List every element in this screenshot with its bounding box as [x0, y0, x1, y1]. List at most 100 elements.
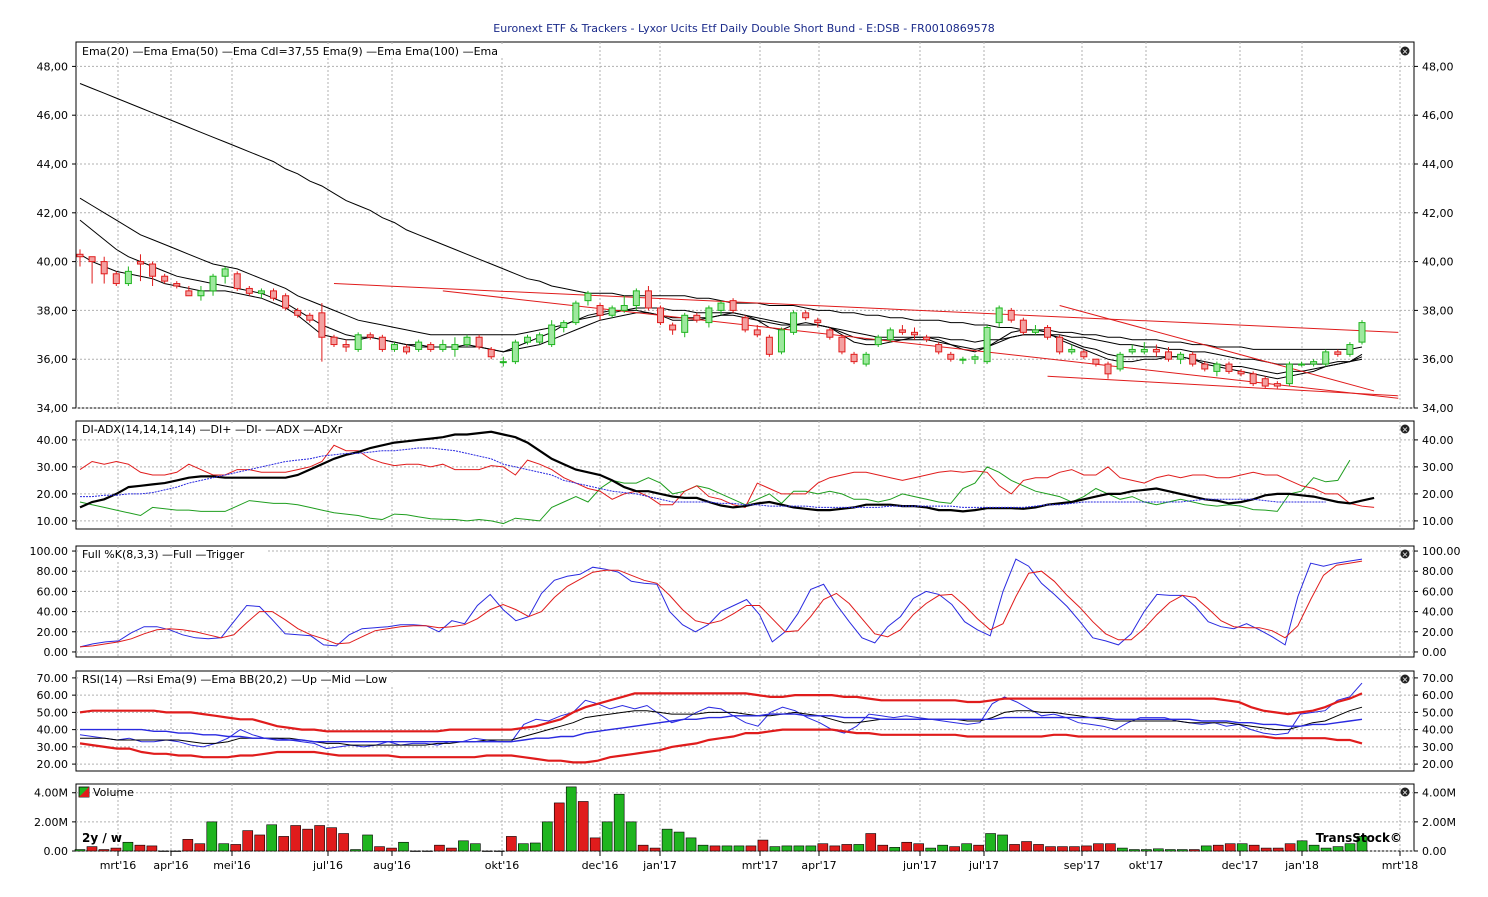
adx-close-button[interactable]: × [1400, 424, 1410, 435]
candle-body [983, 326, 991, 363]
volume-bar [1081, 845, 1092, 852]
x-tick-label: mrt'16 [100, 859, 137, 872]
candle-body [221, 268, 229, 277]
candle [1189, 351, 1197, 367]
volume-bar [793, 845, 805, 852]
y-tick-label-left: 70.00 [37, 672, 69, 685]
candle-body [898, 329, 906, 333]
candle [499, 356, 507, 367]
candle-body [971, 356, 979, 360]
volume-bar [266, 824, 278, 852]
series-adx [79, 430, 1375, 513]
volume-bar [242, 830, 254, 852]
volume-bar [194, 843, 206, 852]
series-mid [80, 713, 1363, 743]
candle [185, 286, 193, 297]
candle [1031, 325, 1039, 335]
candle-body [753, 329, 761, 336]
volume-bar [254, 834, 266, 852]
volume-bar [434, 844, 445, 852]
candle [971, 354, 979, 365]
close-icon: × [1402, 425, 1409, 434]
y-tick-label-left: 20.00 [37, 758, 69, 771]
candle-body [802, 312, 810, 319]
candle-body [1310, 361, 1318, 365]
volume-bar [673, 831, 685, 852]
candle-body [270, 290, 278, 299]
volume-bar [1129, 849, 1140, 852]
candle [88, 256, 96, 284]
volume-bar [1272, 847, 1284, 852]
candle-body [88, 256, 96, 263]
candle-body [1044, 326, 1052, 338]
y-tick-label-right: 42,00 [1422, 207, 1454, 220]
candle [1358, 320, 1366, 345]
candle-body [741, 317, 749, 331]
stoch-close-button[interactable]: × [1400, 549, 1410, 560]
trend-line [1059, 305, 1375, 392]
y-tick-label-left: 0.00 [44, 646, 69, 659]
candle [318, 303, 326, 362]
candle [862, 351, 870, 367]
y-tick-label-right: 0.00 [1422, 646, 1447, 659]
candle [947, 351, 955, 362]
candle-body [1358, 322, 1366, 343]
candle-body [161, 275, 169, 282]
candle-body [705, 307, 713, 324]
candle [342, 339, 350, 352]
price-legend: Ema(20) —Ema Ema(50) —Ema Cdl=37,55 Ema(… [82, 45, 498, 58]
y-tick-label-left: 34,00 [37, 402, 69, 415]
close-icon: × [1402, 47, 1409, 56]
volume-bar [1141, 849, 1152, 852]
volume-pane: 4.00M 4.00M 2.00M 2.00M 0.00 0.00 Volume 2y /… [34, 783, 1456, 858]
candle [850, 351, 858, 365]
candle [306, 312, 314, 323]
y-tick-label-left: 40,00 [37, 256, 69, 269]
candle-body [1298, 363, 1306, 366]
volume-bar [733, 845, 745, 852]
candle [463, 334, 471, 347]
y-tick-label-left: 0.00 [44, 845, 69, 858]
volume-bar [961, 843, 972, 852]
candle-body [1068, 348, 1076, 353]
volume-bar [398, 841, 409, 852]
candle-body [1080, 351, 1088, 358]
volume-close-button[interactable]: × [1400, 787, 1410, 798]
volume-bar [1045, 846, 1056, 852]
price-close-button[interactable]: × [1400, 46, 1410, 57]
volume-bar [290, 825, 301, 852]
volume-bar [146, 845, 158, 852]
y-tick-label-left: 60.00 [37, 689, 69, 702]
candle-body [403, 346, 411, 353]
candle [257, 288, 265, 299]
candle-body [185, 290, 193, 297]
y-tick-label-right: 40,00 [1422, 256, 1454, 269]
volume-bar [278, 836, 289, 852]
y-tick-label-right: 20.00 [1422, 488, 1454, 501]
candle [378, 334, 386, 352]
volume-bar [709, 845, 721, 852]
series-trigger [79, 560, 1363, 648]
candle-body [136, 261, 144, 265]
volume-bar [518, 843, 529, 852]
candle [1346, 342, 1354, 357]
volume-bar [529, 842, 541, 852]
candle-body [233, 273, 241, 289]
candle-body [1261, 378, 1269, 387]
candle-body [306, 314, 314, 321]
y-tick-label-right: 80.00 [1422, 565, 1454, 578]
y-tick-label-right: 2.00M [1422, 816, 1456, 829]
candle [729, 298, 737, 313]
rsi-close-button[interactable]: × [1400, 674, 1410, 685]
candle-body [632, 290, 640, 307]
volume-bar [506, 836, 517, 852]
volume-bar [74, 849, 86, 852]
volume-bar [553, 802, 565, 852]
x-tick-label: jun'17 [902, 859, 937, 872]
candle [233, 271, 241, 291]
volume-bar [374, 846, 385, 852]
volume-bar [829, 845, 841, 852]
candle-body [1092, 358, 1100, 365]
candle-body [1031, 329, 1039, 333]
candle-body [729, 300, 737, 311]
